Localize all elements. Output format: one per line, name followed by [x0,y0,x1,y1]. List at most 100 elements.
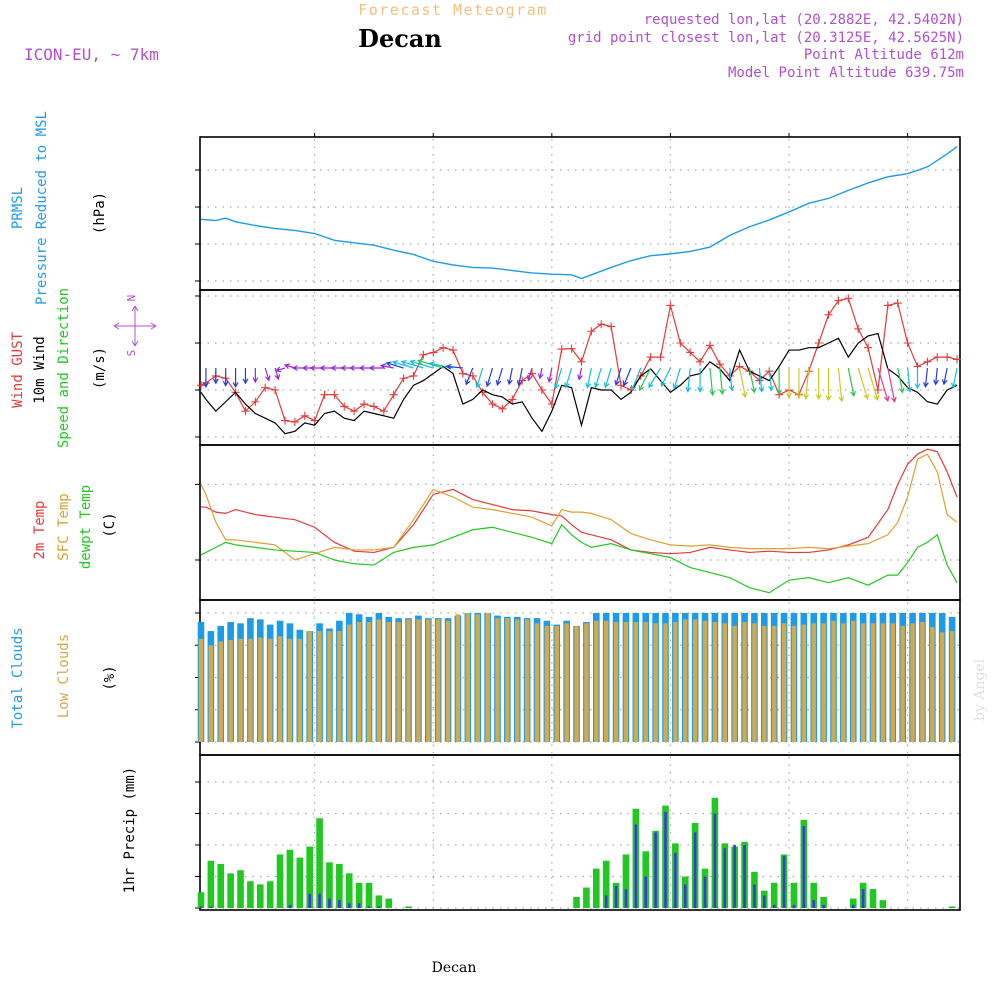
snow-bar [357,903,361,908]
gust-marker [537,386,546,394]
low-cloud-bar [416,619,421,742]
gust-marker [439,343,448,352]
low-cloud-bar [772,625,777,742]
low-cloud-bar [623,622,629,742]
wind-direction-arrow [554,367,563,390]
low-cloud-bar [297,638,303,742]
low-cloud-bar [386,622,391,742]
snow-bar [328,898,331,908]
gust-marker [923,357,932,366]
low-cloud-bar [663,623,668,742]
snow-bar [822,904,825,908]
rain-bar [385,898,393,908]
wind-unit-label: (m/s) [92,347,108,389]
low-cloud-bar [722,623,727,742]
wind-direction-arrow [585,367,592,389]
snow-bar [199,906,203,908]
wind-direction-arrow [409,359,434,369]
wind-direction-arrow [786,368,792,399]
snow-bar [347,903,351,908]
rain-bar [316,818,323,908]
low-cloud-bar [238,638,243,742]
gust-marker [369,402,378,411]
low-cloud-bar [910,623,915,742]
wind-direction-arrow [685,367,692,393]
rain-bar [336,863,343,908]
footer-location: Decan [432,960,477,976]
panel-frame [199,444,961,601]
rain-bar [365,882,373,908]
low-cloud-bar [515,619,520,742]
sfc-temp-label: SFC Temp [56,493,72,560]
rain-bar [820,896,827,908]
wind-direction-arrow [495,367,503,387]
low-cloud-bar [396,622,401,742]
wind-direction-arrow [252,368,259,384]
low-cloud-bar [505,618,510,742]
gust-marker [656,353,665,362]
low-cloud-bar [732,625,737,742]
point-altitude: Point Altitude 612m [804,47,964,63]
low-cloud-bar [762,625,767,742]
gust-marker [350,407,359,416]
wind-speed-line [200,332,958,435]
rain-bar [207,860,215,908]
wind-direction-arrow [212,368,219,385]
snow-bar [851,904,855,908]
gust-marker [567,344,576,353]
gust-line [200,297,958,423]
gust-marker [903,339,912,347]
wind-direction-arrow [923,367,929,388]
speed-direction-label: Speed and Direction [56,288,72,448]
low-cloud-bar [594,620,599,742]
low-cloud-bar [880,623,886,742]
gust-marker [498,404,507,413]
rain-bar [375,895,383,908]
low-cloud-bar [584,623,589,742]
total-clouds-label: Total Clouds [10,627,26,728]
pressure-msl-label: Pressure Reduced to MSL [34,111,50,305]
gust-marker [251,397,260,406]
precip-unit-label: 1hr Precip (mm) [122,767,138,893]
wind-direction-arrow [485,367,494,388]
gust-marker [280,416,289,425]
snow-bar [772,904,776,908]
low-cloud-bar [752,623,757,742]
wind-direction-arrow [709,367,716,397]
gust-marker [953,355,962,364]
location-title: Decan [358,24,442,53]
gust-marker [449,346,458,355]
gust-marker [528,369,537,378]
low-cloud-bar [524,619,530,742]
rain-bar [810,882,818,908]
snow-bar [753,884,756,908]
gust-marker [508,395,517,404]
gust-marker [557,345,566,354]
low-cloud-bar [267,638,273,742]
wind-direction-arrow [274,367,281,381]
gust-marker [814,339,823,347]
low-cloud-bar [426,619,431,742]
wind-direction-arrow [660,367,671,388]
gust-marker [196,381,205,390]
wind-direction-arrow [748,367,757,394]
low-cloud-bar [949,631,955,742]
snow-bar [377,906,381,908]
snow-bar [861,889,865,908]
snow-bar [614,885,618,908]
snow-bar [792,904,796,908]
rain-bar [593,868,600,908]
panel-frame [199,754,961,911]
low-cloud-bar [811,623,816,742]
snow-bar [634,824,638,908]
low-cloud-bar [801,624,807,742]
snow-bar [743,845,746,908]
low-cloud-bar [712,622,718,742]
gust-marker [241,407,250,416]
gust-marker [943,353,952,362]
low-cloud-bar [791,625,797,742]
wind-direction-arrow [768,367,774,392]
rain-bar [286,849,294,908]
wind-direction-arrow [622,367,632,387]
low-cloud-bar [347,624,352,742]
